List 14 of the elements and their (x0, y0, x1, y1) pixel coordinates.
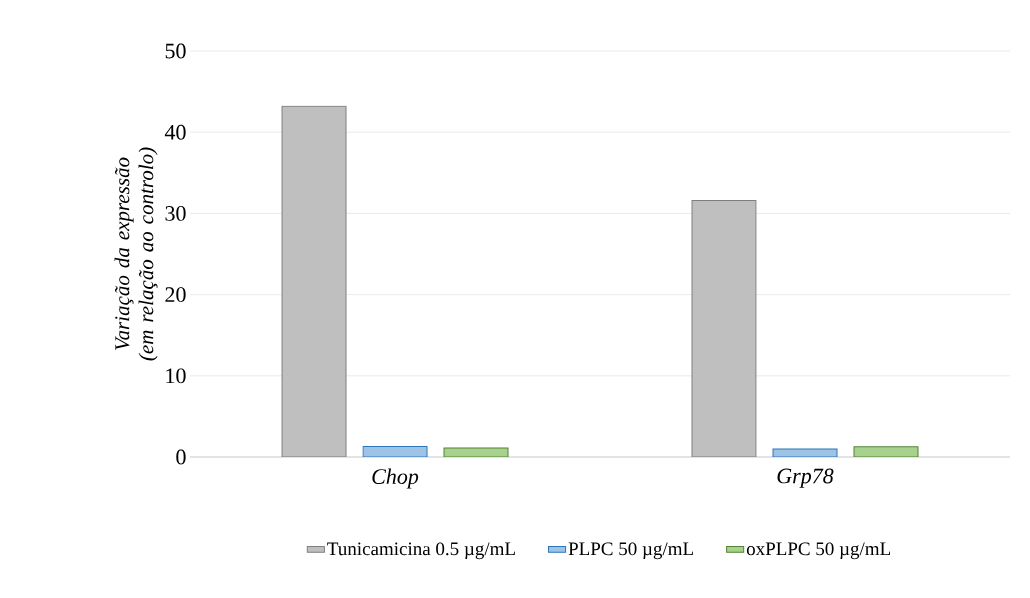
y-tick-label: 30 (165, 205, 186, 221)
x-tick-label: Chop (372, 468, 419, 489)
x-tick-label: Grp78 (777, 468, 834, 488)
bar (691, 199, 757, 457)
legend-label: oxPLPC 50 µg/mL (746, 542, 891, 560)
y-tick-label: 20 (165, 287, 186, 303)
legend-label: Tunicamicina 0.5 µg/mL (327, 542, 515, 560)
y-tick-label: 0 (176, 449, 186, 465)
y-tick-label: 10 (166, 368, 186, 384)
y-axis-title: Variação da expressão (em relação ao controlo) (114, 147, 158, 361)
legend-label: PLPC 50 µg/mL (568, 542, 693, 560)
y-tick-label: 50 (165, 43, 186, 59)
bar (281, 105, 347, 457)
y-tick-label: 40 (164, 124, 186, 140)
